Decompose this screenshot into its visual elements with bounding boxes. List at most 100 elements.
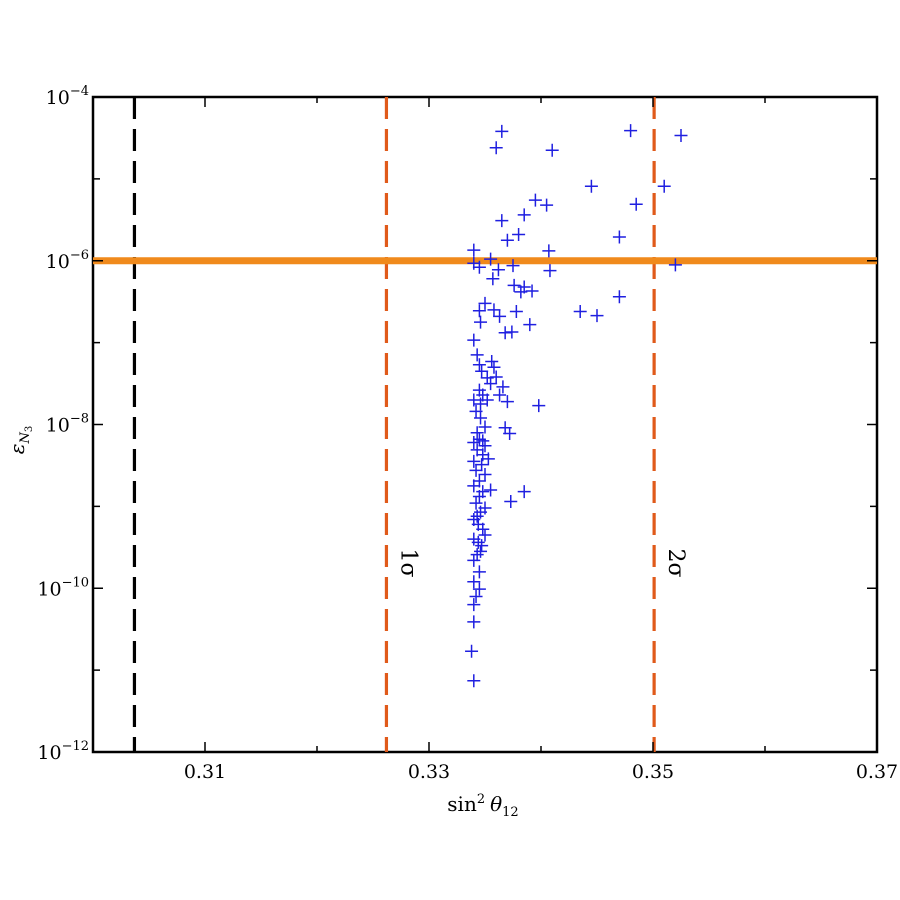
data-point-101	[470, 548, 484, 562]
data-point-88	[478, 528, 492, 542]
data-point-47	[489, 370, 503, 384]
data-point-80	[472, 490, 486, 504]
data-point-23	[491, 263, 505, 277]
data-point-68	[478, 439, 492, 453]
data-point-97	[469, 589, 483, 603]
data-point-40	[474, 315, 488, 329]
data-point-57	[474, 397, 488, 411]
data-point-9	[540, 198, 554, 212]
data-point-39	[505, 325, 519, 339]
y-tick-label-2: 10−8	[46, 412, 89, 437]
reference-line-label-1: 1σ	[395, 548, 420, 577]
data-point-84	[470, 509, 484, 523]
data-point-61	[478, 420, 492, 434]
data-point-3	[624, 124, 638, 138]
data-point-7	[629, 197, 643, 211]
data-point-67	[467, 436, 481, 450]
data-point-4	[674, 128, 688, 142]
reference-line-label-2: 2σ	[663, 548, 688, 577]
x-tick-label-1: 0.33	[408, 761, 450, 783]
data-point-48	[480, 371, 494, 385]
data-point-102	[467, 615, 481, 629]
data-point-75	[478, 467, 492, 481]
data-point-96	[467, 575, 481, 589]
data-point-27	[514, 285, 528, 299]
y-tick-label-0: 10−12	[37, 739, 89, 764]
data-point-66	[472, 432, 486, 446]
y-axis: 10−12 10−10 10−8 10−6 10−4	[37, 84, 877, 764]
data-point-33	[509, 305, 523, 319]
data-point-6	[657, 179, 671, 193]
data-point-17	[484, 252, 498, 266]
data-point-18	[506, 259, 520, 273]
data-point-36	[590, 309, 604, 323]
data-point-92	[517, 485, 531, 499]
data-point-54	[467, 393, 481, 407]
data-point-53	[493, 388, 507, 402]
data-point-65	[503, 427, 517, 441]
data-point-99	[467, 598, 481, 612]
data-point-77	[467, 479, 481, 493]
data-point-22	[543, 264, 557, 278]
data-point-56	[500, 395, 514, 409]
data-point-95	[472, 565, 486, 579]
y-tick-label-3: 10−6	[46, 248, 89, 273]
data-point-90	[471, 535, 485, 549]
data-point-21	[668, 258, 682, 272]
x-tick-label-3: 0.37	[856, 761, 898, 783]
y-tick-label-4: 10−4	[46, 84, 89, 109]
data-point-16	[467, 243, 481, 257]
x-axis: 0.31 0.33 0.35 0.37	[92, 97, 898, 783]
data-point-32	[493, 309, 507, 323]
data-point-49	[484, 377, 498, 391]
data-point-28	[525, 284, 539, 298]
data-point-42	[470, 348, 484, 362]
data-point-8	[528, 193, 542, 207]
data-point-10	[517, 208, 531, 222]
data-point-5	[584, 179, 598, 193]
data-point-41	[467, 333, 481, 347]
reference-line-labels: 1σ 2σ	[395, 548, 688, 577]
data-point-59	[469, 404, 483, 418]
data-point-37	[523, 318, 537, 332]
data-point-71	[467, 454, 481, 468]
data-point-15	[542, 244, 556, 258]
data-point-44	[475, 364, 489, 378]
data-point-12	[612, 230, 626, 244]
data-point-91	[475, 539, 489, 553]
data-point-72	[481, 452, 495, 466]
data-point-46	[487, 360, 501, 374]
reference-lines	[93, 97, 877, 752]
data-points	[465, 124, 688, 688]
data-point-1	[489, 141, 503, 155]
data-point-13	[512, 228, 526, 242]
data-point-74	[469, 463, 483, 477]
data-point-58	[532, 399, 546, 413]
data-point-55	[480, 393, 494, 407]
data-point-52	[496, 380, 510, 394]
data-point-35	[573, 305, 587, 319]
data-point-60	[474, 411, 488, 425]
data-point-62	[470, 426, 484, 440]
data-point-14	[500, 233, 514, 247]
data-point-34	[612, 290, 626, 304]
data-point-100	[474, 544, 488, 558]
data-point-94	[467, 553, 481, 567]
data-point-20	[472, 260, 486, 274]
data-point-2	[545, 143, 559, 157]
x-tick-label-2: 0.35	[632, 761, 674, 783]
data-point-11	[495, 214, 509, 228]
data-point-30	[472, 304, 486, 318]
data-point-103	[465, 644, 479, 658]
data-point-29	[478, 296, 492, 310]
data-point-87	[476, 522, 490, 536]
y-axis-label: εN3	[5, 426, 35, 454]
data-point-0	[495, 124, 509, 138]
data-point-25	[507, 278, 521, 292]
data-point-43	[472, 358, 486, 372]
data-point-24	[486, 272, 500, 286]
data-point-98	[472, 582, 486, 596]
data-point-93	[504, 494, 518, 508]
data-point-104	[467, 674, 481, 688]
